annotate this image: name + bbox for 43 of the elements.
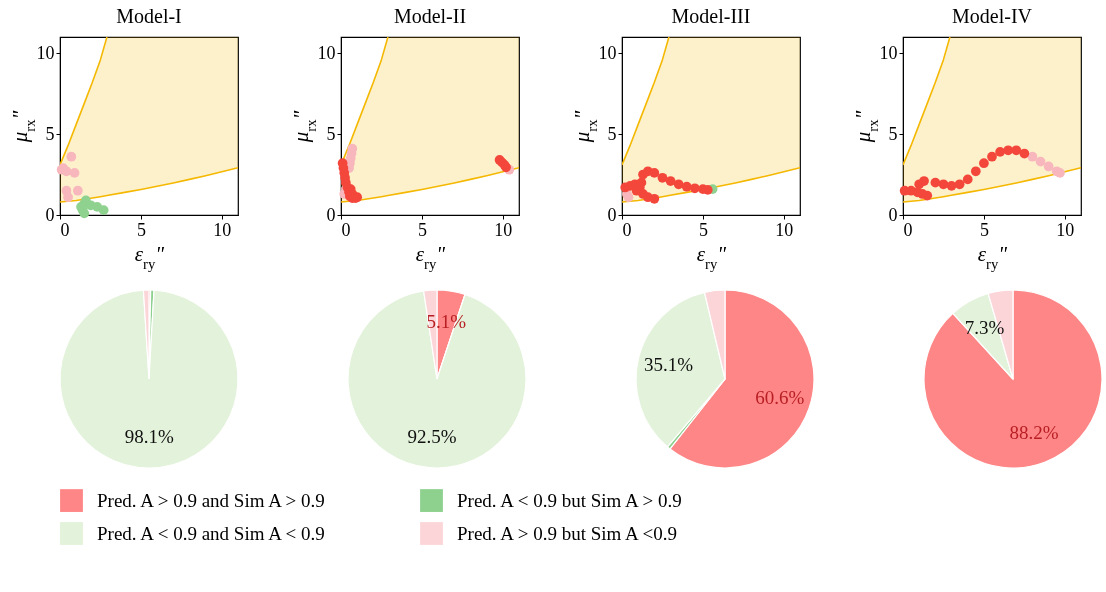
x-tick-label: 5 <box>698 219 708 240</box>
x-tick-label: 10 <box>213 219 232 240</box>
x-tick-label: 5 <box>136 219 146 240</box>
x-tick-label: 10 <box>775 219 794 240</box>
chart-title: Model-II <box>393 5 467 27</box>
x-tick-label: 0 <box>341 219 351 240</box>
data-label: 92.5% <box>407 425 457 447</box>
y-tick-label: 5 <box>607 123 617 144</box>
x-tick-label: 5 <box>417 219 427 240</box>
x-tick-label: 10 <box>494 219 513 240</box>
y-tick-label: 0 <box>326 204 336 225</box>
chart-title: Model-III <box>671 5 751 27</box>
chart-title: Model-IV <box>952 5 1033 27</box>
x-tick-label: 10 <box>1056 219 1075 240</box>
y-tick-label: 0 <box>607 204 617 225</box>
y-tick-label: 5 <box>326 123 336 144</box>
y-tick-label: 10 <box>598 42 617 63</box>
chart-title: Model-I <box>116 5 182 27</box>
data-label: 88.2% <box>1009 422 1059 444</box>
data-label: 35.1% <box>644 354 694 376</box>
legend-label: Pred. A < 0.9 and Sim A < 0.9 <box>97 522 325 544</box>
x-tick-label: 5 <box>979 219 989 240</box>
legend-label: Pred. A > 0.9 but Sim A <0.9 <box>457 522 677 544</box>
data-label: 5.1% <box>426 310 467 332</box>
x-axis-title: ε$_{ry}$" <box>134 241 165 272</box>
y-tick-label: 10 <box>36 42 55 63</box>
x-axis-title: ε$_{ry}$" <box>977 241 1008 272</box>
y-tick-label: 10 <box>879 42 898 63</box>
y-tick-label: 0 <box>888 204 898 225</box>
data-label: 60.6% <box>755 386 805 408</box>
legend-label: Pred. A > 0.9 and Sim A > 0.9 <box>97 489 325 511</box>
data-label: 98.1% <box>124 426 174 447</box>
x-tick-label: 0 <box>60 219 70 240</box>
x-tick-label: 0 <box>903 219 913 240</box>
x-axis-title: ε$_{ry}$" <box>415 241 446 272</box>
x-tick-label: 0 <box>622 219 632 240</box>
y-tick-label: 10 <box>317 42 336 63</box>
y-tick-label: 0 <box>45 204 55 225</box>
y-tick-label: 5 <box>888 123 898 144</box>
legend-label: Pred. A < 0.9 but Sim A > 0.9 <box>457 489 682 511</box>
data-label: 7.3% <box>964 317 1005 339</box>
y-tick-label: 5 <box>45 123 55 144</box>
x-axis-title: ε$_{ry}$" <box>696 241 727 272</box>
